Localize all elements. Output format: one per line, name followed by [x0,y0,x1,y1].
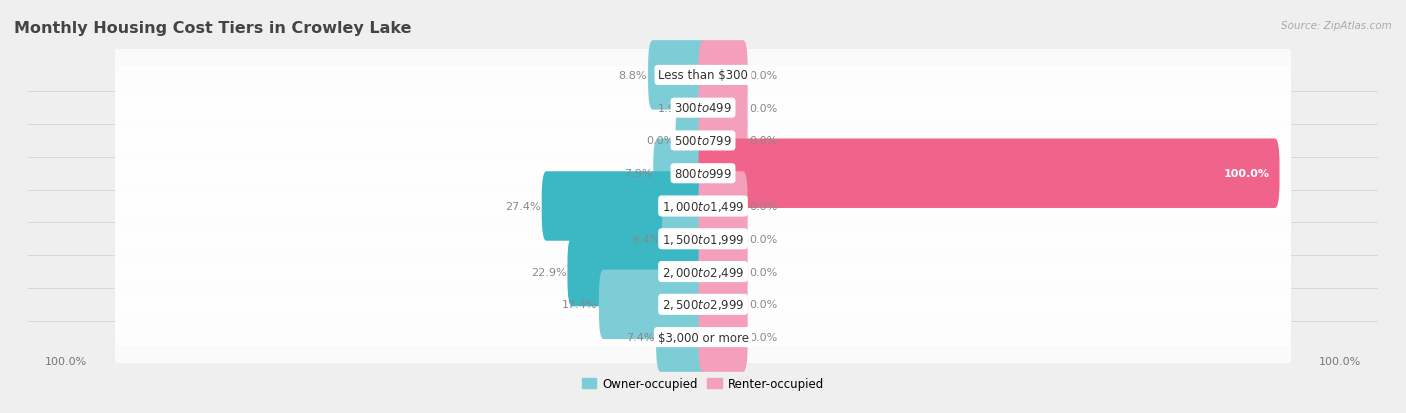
Text: 22.9%: 22.9% [530,267,567,277]
Text: 0.0%: 0.0% [749,71,778,81]
Text: 6.4%: 6.4% [633,234,661,244]
FancyBboxPatch shape [699,270,748,339]
Text: 0.0%: 0.0% [647,136,675,146]
FancyBboxPatch shape [599,270,707,339]
FancyBboxPatch shape [115,295,1291,379]
FancyBboxPatch shape [699,74,748,143]
Legend: Owner-occupied, Renter-occupied: Owner-occupied, Renter-occupied [578,373,828,395]
FancyBboxPatch shape [115,197,1291,281]
Text: 100.0%: 100.0% [1319,356,1361,366]
FancyBboxPatch shape [699,107,748,176]
Text: Monthly Housing Cost Tiers in Crowley Lake: Monthly Housing Cost Tiers in Crowley La… [14,21,412,36]
Text: $3,000 or more: $3,000 or more [658,331,748,344]
Text: $2,000 to $2,499: $2,000 to $2,499 [662,265,744,279]
FancyBboxPatch shape [115,165,1291,248]
FancyBboxPatch shape [568,237,707,306]
Text: 0.0%: 0.0% [749,299,778,310]
Text: 100.0%: 100.0% [45,356,87,366]
Text: $500 to $799: $500 to $799 [673,135,733,147]
FancyBboxPatch shape [699,41,748,110]
FancyBboxPatch shape [675,107,707,176]
FancyBboxPatch shape [115,99,1291,183]
Text: 0.0%: 0.0% [749,202,778,211]
Text: 1.9%: 1.9% [658,103,686,114]
Text: $800 to $999: $800 to $999 [673,167,733,180]
Text: 0.0%: 0.0% [749,103,778,114]
Text: 7.9%: 7.9% [624,169,652,179]
FancyBboxPatch shape [115,66,1291,150]
FancyBboxPatch shape [699,172,748,241]
FancyBboxPatch shape [688,74,707,143]
Text: 0.0%: 0.0% [749,267,778,277]
FancyBboxPatch shape [654,139,707,209]
Text: 17.4%: 17.4% [562,299,598,310]
Text: 0.0%: 0.0% [749,136,778,146]
FancyBboxPatch shape [699,237,748,306]
FancyBboxPatch shape [541,172,707,241]
FancyBboxPatch shape [699,303,748,372]
FancyBboxPatch shape [699,139,1279,209]
FancyBboxPatch shape [648,41,707,110]
Text: 27.4%: 27.4% [505,202,540,211]
Text: $1,500 to $1,999: $1,500 to $1,999 [662,232,744,246]
Text: 0.0%: 0.0% [749,332,778,342]
Text: 8.8%: 8.8% [619,71,647,81]
FancyBboxPatch shape [699,204,748,274]
Text: Source: ZipAtlas.com: Source: ZipAtlas.com [1281,21,1392,31]
Text: $300 to $499: $300 to $499 [673,102,733,115]
Text: 100.0%: 100.0% [1223,169,1270,179]
Text: $1,000 to $1,499: $1,000 to $1,499 [662,199,744,214]
Text: 0.0%: 0.0% [749,234,778,244]
Text: $2,500 to $2,999: $2,500 to $2,999 [662,298,744,311]
FancyBboxPatch shape [662,204,707,274]
FancyBboxPatch shape [115,132,1291,216]
FancyBboxPatch shape [115,230,1291,314]
Text: 7.4%: 7.4% [627,332,655,342]
Text: Less than $300: Less than $300 [658,69,748,82]
FancyBboxPatch shape [115,263,1291,347]
FancyBboxPatch shape [657,303,707,372]
FancyBboxPatch shape [115,34,1291,118]
